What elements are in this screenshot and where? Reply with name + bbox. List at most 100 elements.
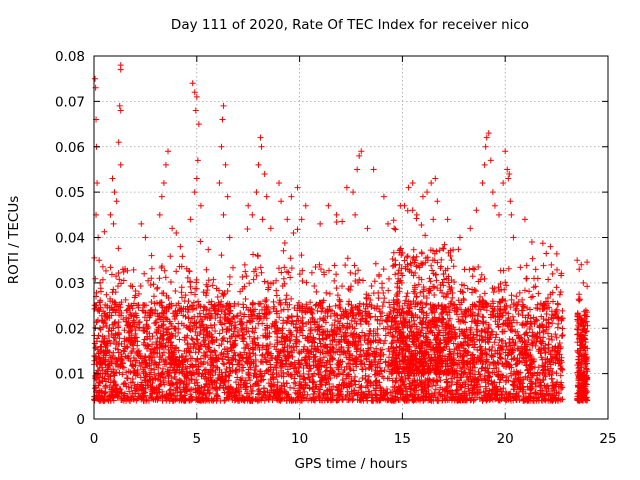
data-point xyxy=(261,170,268,177)
data-point xyxy=(464,341,471,348)
data-point xyxy=(173,385,180,392)
data-point xyxy=(107,354,114,361)
data-point xyxy=(356,276,363,283)
data-point xyxy=(375,295,382,302)
data-point xyxy=(167,391,174,398)
data-point xyxy=(196,370,203,377)
data-point xyxy=(480,359,487,366)
data-point xyxy=(191,89,198,96)
data-point xyxy=(254,335,261,342)
data-point xyxy=(259,320,266,327)
data-point xyxy=(171,325,178,332)
data-point xyxy=(252,363,259,370)
data-point xyxy=(296,372,303,379)
data-point xyxy=(358,383,365,390)
data-point xyxy=(529,255,536,262)
data-point xyxy=(236,332,243,339)
data-point xyxy=(457,350,464,357)
data-point xyxy=(458,281,465,288)
data-point xyxy=(299,267,306,274)
data-point xyxy=(374,332,381,339)
data-point xyxy=(553,284,560,291)
data-point xyxy=(206,315,213,322)
data-point xyxy=(549,320,556,327)
data-point xyxy=(220,291,227,298)
data-point xyxy=(393,375,400,382)
data-point xyxy=(276,314,283,321)
data-point xyxy=(165,148,172,155)
data-point xyxy=(287,274,294,281)
data-point xyxy=(302,379,309,386)
data-point xyxy=(343,363,350,370)
data-point xyxy=(505,351,512,358)
data-point xyxy=(356,333,363,340)
data-point xyxy=(537,383,544,390)
data-point xyxy=(336,296,343,303)
data-point xyxy=(466,392,473,399)
data-point xyxy=(495,342,502,349)
data-point xyxy=(464,335,471,342)
data-point xyxy=(112,332,119,339)
data-point xyxy=(186,380,193,387)
data-point xyxy=(334,392,341,399)
data-point xyxy=(156,313,163,320)
data-point xyxy=(236,388,243,395)
data-point xyxy=(353,389,360,396)
data-point xyxy=(176,369,183,376)
data-point xyxy=(105,328,112,335)
data-point xyxy=(513,293,520,300)
data-point xyxy=(580,279,587,286)
data-point xyxy=(284,216,291,223)
data-point xyxy=(216,330,223,337)
data-point xyxy=(160,379,167,386)
data-point xyxy=(442,397,449,404)
data-point xyxy=(141,270,148,277)
data-point xyxy=(251,268,258,275)
data-point xyxy=(379,284,386,291)
data-point xyxy=(242,384,249,391)
data-point xyxy=(373,305,380,312)
data-point xyxy=(354,166,361,173)
data-point xyxy=(540,327,547,334)
data-point xyxy=(147,353,154,360)
data-point xyxy=(386,348,393,355)
data-point xyxy=(389,351,396,358)
data-point xyxy=(177,306,184,313)
data-point xyxy=(510,386,517,393)
data-point xyxy=(187,369,194,376)
data-point xyxy=(294,338,301,345)
data-point xyxy=(195,121,202,128)
data-point xyxy=(212,352,219,359)
data-point xyxy=(483,357,490,364)
data-point xyxy=(273,346,280,353)
data-point xyxy=(317,381,324,388)
data-point xyxy=(334,292,341,299)
data-point xyxy=(312,326,319,333)
data-point xyxy=(487,331,494,338)
data-point xyxy=(192,291,199,298)
data-point xyxy=(451,334,458,341)
data-point xyxy=(191,189,198,196)
data-point xyxy=(200,373,207,380)
data-point xyxy=(276,299,283,306)
data-point xyxy=(336,351,343,358)
data-point xyxy=(342,394,349,401)
data-point xyxy=(153,341,160,348)
data-point xyxy=(218,298,225,305)
data-point xyxy=(504,394,511,401)
data-point xyxy=(333,285,340,292)
data-point xyxy=(324,307,331,314)
data-point xyxy=(449,379,456,386)
data-point xyxy=(152,320,159,327)
data-point xyxy=(429,377,436,384)
data-point xyxy=(289,317,296,324)
data-point xyxy=(555,395,562,402)
data-point xyxy=(192,328,199,335)
data-point xyxy=(200,289,207,296)
data-point xyxy=(356,378,363,385)
data-point xyxy=(316,378,323,385)
data-point xyxy=(193,93,200,100)
data-point xyxy=(333,373,340,380)
data-point xyxy=(360,301,367,308)
data-point xyxy=(223,374,230,381)
